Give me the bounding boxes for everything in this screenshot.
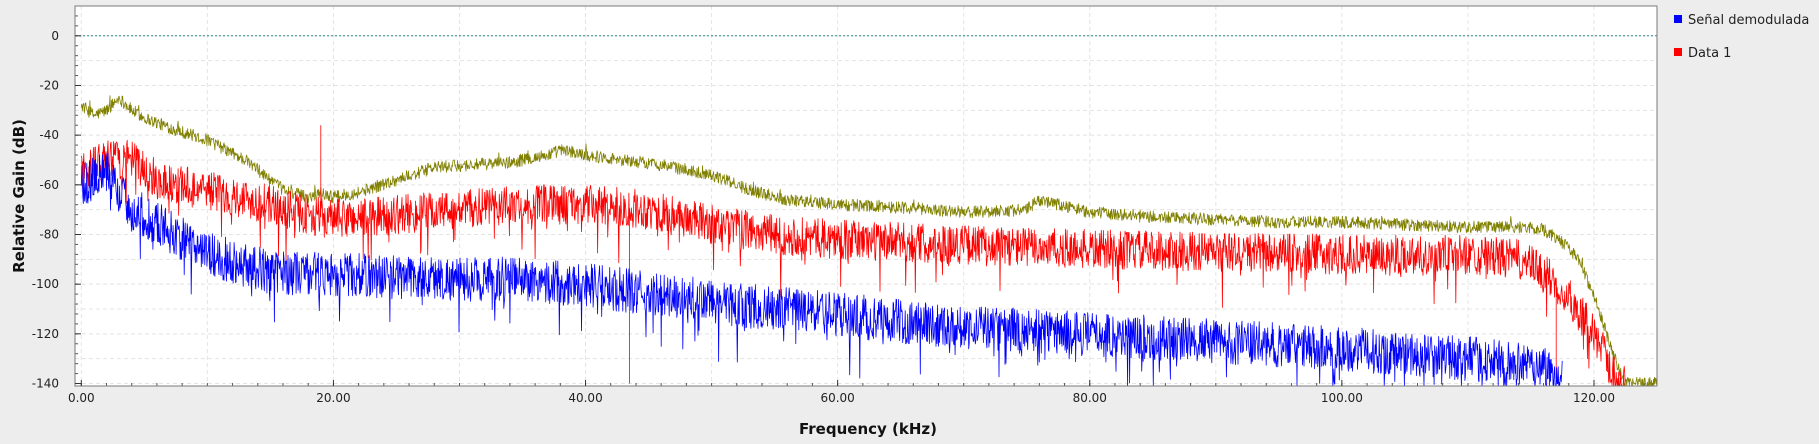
y-axis-title: Relative Gain (dB) [10,119,28,273]
y-tick-label: -140 [32,377,59,391]
plot-frame [74,5,1658,387]
x-tick-label: 20.00 [316,391,350,405]
legend: Señal demodulada Data 1 [1674,13,1809,61]
legend-item-senal-demodulada[interactable]: Señal demodulada [1674,13,1809,28]
y-tick-label: -100 [32,277,59,291]
y-tick-label: 0 [51,29,59,43]
legend-swatch [1674,48,1682,56]
x-tick-label: 120.00 [1573,391,1615,405]
y-tick-label: -60 [39,178,59,192]
x-axis-title: Frequency (kHz) [799,420,937,438]
series-line-data-1 [80,125,1626,387]
y-axis-ticks: 0 -20 -40 -60 -80 -100 -120 -140 [32,29,81,391]
series-layer [80,95,1657,387]
x-tick-label: 40.00 [568,391,602,405]
x-tick-label: 100.00 [1321,391,1363,405]
legend-label: Data 1 [1688,46,1731,61]
series-line-se-al-demodulada [80,152,1563,387]
legend-label: Señal demodulada [1688,13,1809,28]
legend-swatch [1674,15,1682,23]
x-tick-label: 0.00 [68,391,95,405]
legend-item-data-1[interactable]: Data 1 [1674,46,1731,61]
y-tick-label: -80 [39,227,59,241]
x-tick-label: 80.00 [1073,391,1107,405]
y-tick-label: -120 [32,327,59,341]
x-axis-ticks: 0.00 20.00 40.00 60.00 80.00 100.00 120.00 [68,380,1615,405]
x-tick-label: 60.00 [820,391,854,405]
y-tick-label: -20 [39,78,59,92]
y-tick-label: -40 [39,128,59,142]
grid [75,6,1657,386]
series-line-series-0 [80,95,1657,387]
